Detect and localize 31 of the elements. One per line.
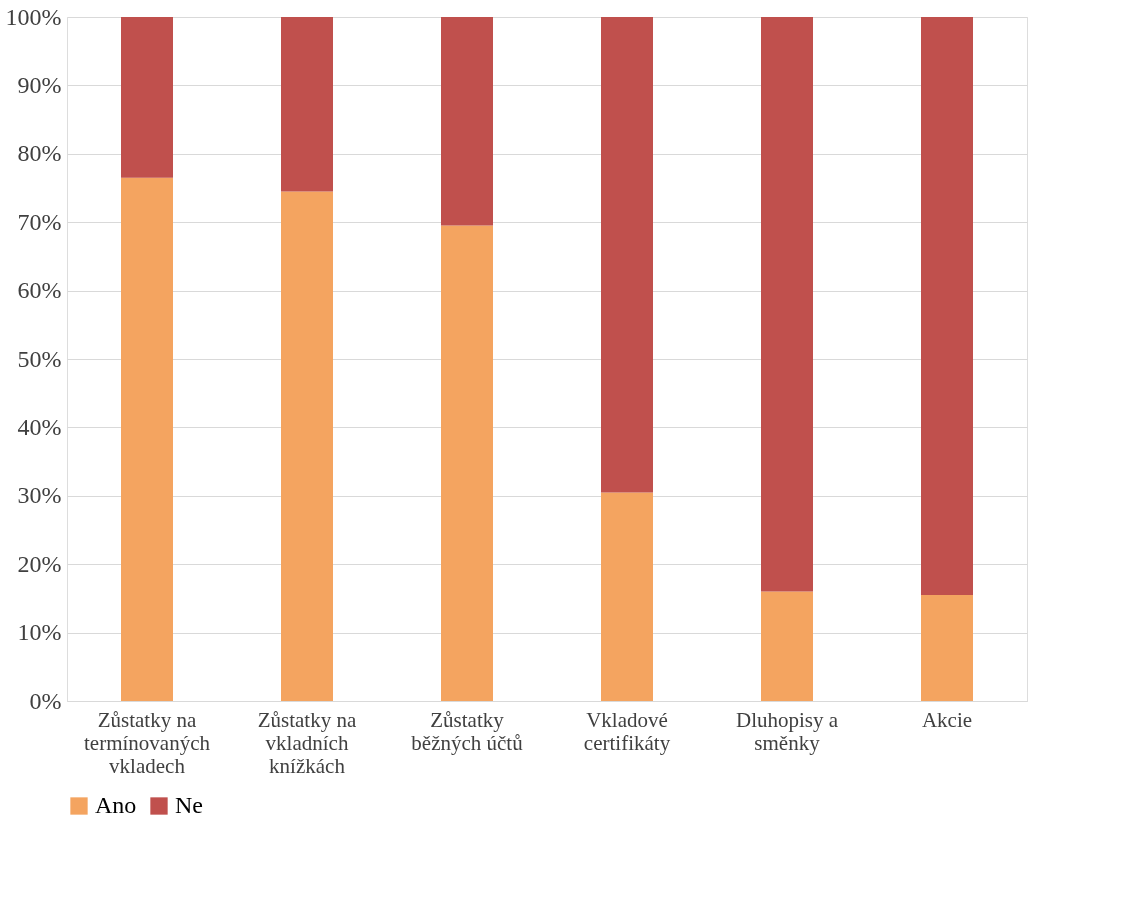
- y-tick-label: 100%: [5, 3, 62, 30]
- y-tick-label: 70%: [17, 208, 62, 235]
- x-tick-label: Akcie: [921, 707, 973, 732]
- bar: [601, 17, 653, 493]
- bar: [761, 591, 813, 701]
- bar: [441, 225, 493, 701]
- bar: [121, 177, 173, 701]
- legend-label: Ano: [95, 792, 137, 818]
- x-tick-label: Vkladové certifikáty: [583, 707, 671, 755]
- y-tick-label: 80%: [17, 140, 62, 167]
- y-tick-label: 0%: [29, 687, 62, 714]
- legend-label: Ne: [175, 792, 203, 818]
- x-tick-label: Zůstatky na vkladních knížkách: [257, 707, 357, 778]
- y-tick-label: 40%: [17, 413, 62, 440]
- y-tick-label: 30%: [17, 482, 62, 509]
- y-tick-label: 50%: [17, 345, 62, 372]
- bar: [761, 17, 813, 592]
- y-tick-label: 60%: [17, 277, 62, 304]
- bar: [441, 17, 493, 226]
- bar: [281, 191, 333, 701]
- bar: [121, 17, 173, 178]
- bar: [601, 492, 653, 701]
- bar: [921, 17, 973, 595]
- x-tick-label: Dluhopisy a směnky: [735, 707, 839, 755]
- y-tick-label: 20%: [17, 550, 62, 577]
- x-tick-label: Zůstatky na termínovaných vkladech: [84, 707, 211, 778]
- bar: [281, 17, 333, 192]
- x-tick-label: Zůstatky běžných účtů: [411, 707, 524, 755]
- y-tick-label: 10%: [17, 619, 62, 646]
- bar: [921, 594, 973, 701]
- y-tick-label: 90%: [17, 71, 62, 98]
